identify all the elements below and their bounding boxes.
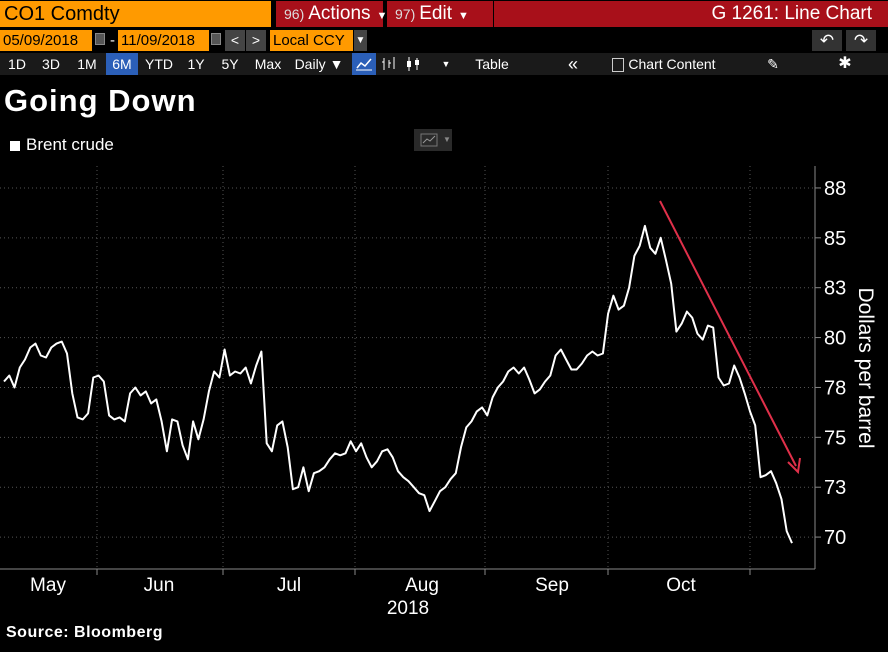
chart-type-caret-icon[interactable]: ▼: [441, 59, 451, 69]
x-tick-label: Jul: [277, 575, 301, 596]
period-5y[interactable]: 5Y: [221, 56, 239, 72]
edit-pencil-icon[interactable]: ✎: [767, 56, 779, 72]
y-tick-label: 75: [824, 427, 846, 449]
edit-menu[interactable]: 97) Edit ▼: [387, 1, 493, 27]
x-tick-label: May: [30, 575, 66, 596]
end-date-field[interactable]: 11/09/2018: [118, 30, 209, 51]
date-separator: -: [110, 32, 115, 49]
toolbar: 1D 3D 1M 6M YTD 1Y 5Y Max Daily ▼ ▼ Tabl…: [0, 53, 888, 75]
table-button[interactable]: Table: [475, 56, 509, 72]
y-tick-label: 78: [824, 377, 846, 399]
grid-lines: [0, 166, 815, 569]
bar-chart-type-icon[interactable]: [378, 53, 400, 75]
line-chart-type-glyph: [356, 58, 372, 71]
actions-number: 96): [284, 6, 305, 22]
window-title: G 1261: Line Chart: [494, 1, 888, 27]
y-axis-label: Dollars per barrel: [854, 287, 877, 448]
y-tick-label: 85: [824, 228, 846, 250]
redo-button[interactable]: ↷: [846, 30, 876, 51]
period-1y[interactable]: 1Y: [187, 56, 205, 72]
chart-content-icon: [612, 58, 625, 73]
prev-range-button[interactable]: <: [225, 30, 245, 51]
chart-content-button[interactable]: Chart Content: [594, 53, 734, 75]
actions-label: Actions: [308, 3, 371, 24]
period-max[interactable]: Max: [254, 56, 282, 72]
legend-label-brent: Brent crude: [26, 135, 114, 154]
line-chart-type-icon[interactable]: [352, 53, 376, 75]
period-3d[interactable]: 3D: [42, 56, 60, 72]
end-calendar-icon[interactable]: [211, 33, 221, 45]
actions-caret-icon: ▼: [376, 10, 388, 22]
svg-text:▼: ▼: [443, 135, 451, 144]
x-axis-year-label: 2018: [387, 598, 429, 619]
y-tick-label: 70: [824, 527, 846, 549]
start-calendar-icon[interactable]: [95, 33, 105, 45]
source-label: Source: Bloomberg: [6, 624, 163, 641]
edit-label: Edit: [419, 3, 452, 24]
series-line-brent: [3, 224, 793, 544]
settings-gear-icon[interactable]: ✱: [838, 55, 852, 72]
edit-caret-icon: ▼: [457, 10, 469, 22]
y-tick-label: 88: [824, 178, 846, 200]
header-bar: CO1 Comdty 96) Actions ▼ 97) Edit ▼ G 1261: …: [0, 0, 888, 29]
period-1d[interactable]: 1D: [8, 56, 26, 72]
trend-arrow-head: [787, 457, 801, 475]
start-date-field[interactable]: 05/09/2018: [0, 30, 92, 51]
chart-title: Going Down: [4, 83, 197, 118]
bar-chart-type-glyph: [382, 57, 395, 70]
edit-number: 97): [395, 6, 416, 22]
undo-button[interactable]: ↶: [812, 30, 842, 51]
chart-style-button[interactable]: ▼: [414, 129, 452, 151]
y-tick-label: 80: [824, 328, 846, 350]
period-1m[interactable]: 1M: [77, 56, 97, 72]
ticker-field[interactable]: CO1 Comdty: [0, 1, 271, 27]
next-range-button[interactable]: >: [246, 30, 266, 51]
chart-style-icon: ▼: [420, 133, 451, 147]
y-tick-label: 73: [824, 477, 846, 499]
y-axis-ticks: 70 73 75 78 80 83 85 88: [815, 178, 846, 549]
collapse-button[interactable]: «: [567, 54, 578, 74]
range-bar: 05/09/2018 - 11/09/2018 < > Local CCY ▼ …: [0, 29, 888, 53]
x-tick-label: Sep: [535, 575, 569, 596]
legend-swatch: [10, 141, 20, 151]
period-6m[interactable]: 6M: [106, 53, 138, 75]
actions-menu[interactable]: 96) Actions ▼: [276, 1, 387, 27]
currency-select[interactable]: Local CCY: [270, 30, 353, 51]
frequency-select[interactable]: Daily ▼: [294, 56, 344, 72]
y-tick-label: 83: [824, 278, 846, 300]
candle-chart-type-glyph: [407, 57, 419, 71]
x-axis-ticks: May Jun Jul Aug Sep Oct: [30, 569, 751, 596]
x-tick-label: Jun: [144, 575, 175, 596]
candle-chart-type-icon[interactable]: [402, 53, 424, 75]
trend-arrow-shaft: [659, 200, 797, 467]
x-tick-label: Aug: [405, 575, 439, 596]
x-tick-label: Oct: [666, 575, 696, 596]
trend-arrow: [659, 200, 801, 475]
period-ytd[interactable]: YTD: [145, 56, 173, 72]
currency-caret-icon[interactable]: ▼: [354, 30, 367, 51]
chart-content-label: Chart Content: [628, 56, 716, 72]
